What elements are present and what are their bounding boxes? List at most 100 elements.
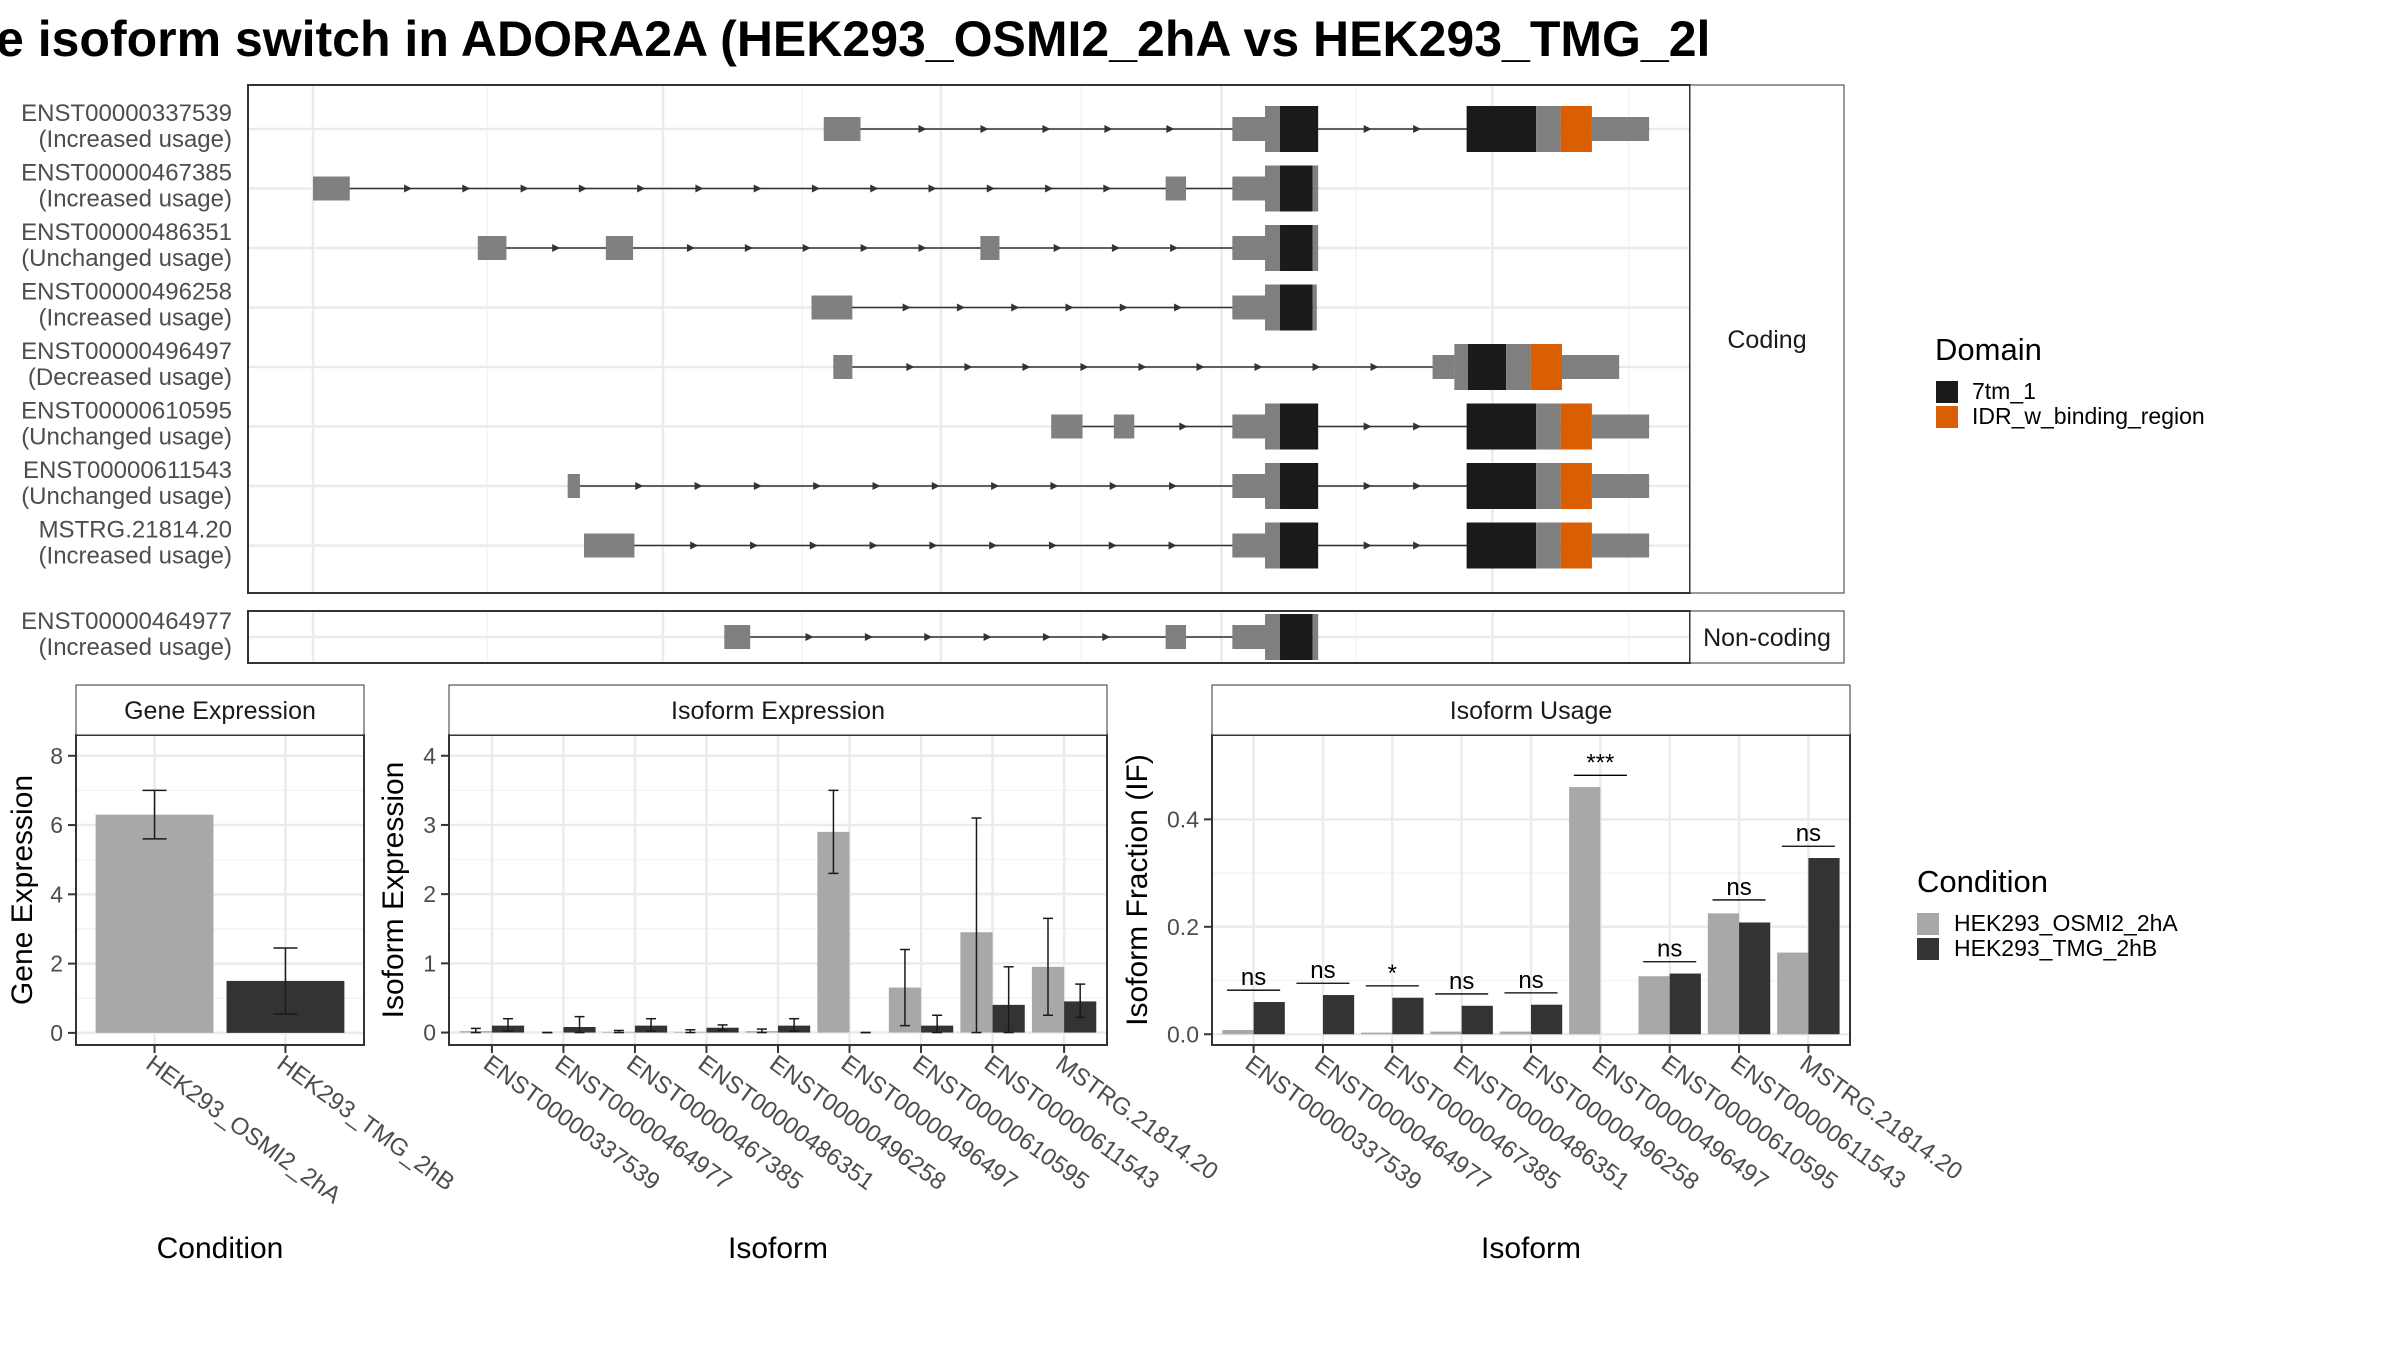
- strip-label: Isoform Expression: [671, 697, 885, 725]
- intron-arrow: [860, 244, 869, 252]
- coding-exon: [1536, 463, 1561, 509]
- domain-7tm-1: [1280, 284, 1313, 331]
- intron-arrow: [1413, 482, 1422, 490]
- intron-arrow: [918, 244, 927, 252]
- legend-title: Domain: [1935, 332, 2042, 367]
- utr-exon: [313, 176, 350, 201]
- intron-arrow: [1413, 125, 1422, 133]
- y-tick-label: 0.0: [1167, 1021, 1199, 1047]
- intron-arrow: [637, 184, 646, 193]
- transcript-id-label: ENST00000496258: [21, 279, 232, 306]
- strip-label: Isoform Usage: [1450, 697, 1613, 725]
- intron-arrow: [1102, 633, 1111, 641]
- intron-arrow: [1179, 422, 1188, 431]
- intron-arrow: [1011, 303, 1020, 312]
- intron-arrow: [811, 184, 820, 193]
- utr-exon: [1165, 176, 1187, 201]
- intron-arrow: [1363, 125, 1372, 133]
- intron-arrow: [1119, 303, 1128, 312]
- legend-label: 7tm_1: [1972, 378, 2036, 404]
- intron-arrow: [753, 482, 762, 490]
- intron-arrow: [983, 633, 992, 641]
- intron-arrow: [928, 184, 937, 193]
- utr-exon: [1113, 414, 1135, 439]
- coding-exon: [1536, 522, 1561, 569]
- utr-exon: [1591, 533, 1650, 558]
- intron-arrow: [813, 482, 822, 490]
- strip: [75, 684, 365, 736]
- domain-idr: [1560, 463, 1592, 509]
- intron-arrow: [956, 303, 965, 312]
- intron-arrow: [1045, 184, 1054, 193]
- y-tick-label: 2: [423, 881, 436, 907]
- domain-idr: [1560, 403, 1592, 450]
- legend-title: Condition: [1917, 864, 2048, 899]
- intron-arrow: [695, 184, 704, 193]
- strip: [448, 684, 1108, 736]
- utr-exon: [980, 236, 1000, 260]
- significance-label: ns: [1449, 968, 1474, 995]
- intron-arrow: [1196, 363, 1205, 371]
- utr-exon: [1432, 355, 1455, 379]
- coding-exon: [1536, 403, 1561, 450]
- transcript-usage-label: (Increased usage): [39, 543, 232, 570]
- y-tick-label: 4: [50, 881, 63, 907]
- utr-exon: [1561, 355, 1620, 379]
- coding-exon: [1536, 106, 1561, 152]
- legend-label: HEK293_OSMI2_2hA: [1954, 910, 2178, 936]
- intron-arrow: [1042, 633, 1051, 641]
- intron-arrow: [902, 303, 911, 312]
- facet-strip-label: Coding: [1727, 326, 1806, 354]
- bar-condition-b: [1531, 1004, 1563, 1035]
- bar-condition-a: [1569, 787, 1601, 1035]
- intron-arrow: [635, 482, 644, 490]
- bar-condition-a: [1707, 913, 1740, 1035]
- transcript-usage-label: (Increased usage): [39, 305, 232, 332]
- bar-condition-b: [1322, 995, 1355, 1035]
- intron-arrow: [744, 244, 753, 252]
- intron-arrow: [1169, 482, 1178, 490]
- domain-7tm-1: [1280, 522, 1319, 569]
- intron-arrow: [929, 541, 938, 550]
- intron-arrow: [1109, 482, 1118, 490]
- transcript-usage-label: (Increased usage): [39, 634, 232, 661]
- significance-label: ns: [1310, 957, 1335, 984]
- intron-arrow: [520, 184, 529, 193]
- intron-arrow: [1312, 363, 1321, 371]
- bar-condition-b: [1392, 997, 1424, 1035]
- intron-arrow: [462, 184, 471, 193]
- intron-arrow: [1363, 541, 1372, 550]
- intron-arrow: [552, 244, 561, 252]
- strip-label: Gene Expression: [124, 697, 316, 725]
- transcript-usage-label: (Decreased usage): [28, 364, 232, 391]
- significance-label: ns: [1241, 964, 1266, 991]
- intron-arrow: [924, 633, 933, 641]
- intron-arrow: [404, 184, 413, 193]
- intron-arrow: [1048, 541, 1057, 550]
- intron-arrow: [1413, 422, 1422, 431]
- strip: [1211, 684, 1851, 736]
- intron-arrow: [870, 184, 879, 193]
- utr-exon: [1232, 295, 1267, 320]
- domain-7tm-1: [1280, 106, 1319, 152]
- transcript-usage-label: (Increased usage): [39, 126, 232, 153]
- y-tick-label: 4: [423, 743, 436, 769]
- isoform-usage-panel: 0.0 0.2 0.4 ns ns * ns ns *** ns ns ns Isoform Usage…: [1121, 684, 1967, 1265]
- utr-exon: [477, 236, 507, 260]
- intron-arrow: [986, 184, 995, 193]
- coding-exon: [1265, 165, 1281, 212]
- utr-exon: [1591, 414, 1650, 439]
- intron-arrow: [869, 541, 878, 550]
- utr-exon: [1591, 474, 1650, 498]
- bar-condition-a: [1222, 1029, 1254, 1035]
- coding-exon: [1265, 463, 1281, 509]
- domain-7tm-1: [1280, 403, 1319, 450]
- domain-7tm-1: [1280, 225, 1313, 271]
- intron-arrow: [753, 184, 762, 193]
- facet-strip: [1689, 610, 1845, 664]
- utr-exon: [833, 355, 853, 379]
- utr-exon: [1232, 117, 1267, 141]
- transcript-usage-label: (Unchanged usage): [21, 424, 232, 451]
